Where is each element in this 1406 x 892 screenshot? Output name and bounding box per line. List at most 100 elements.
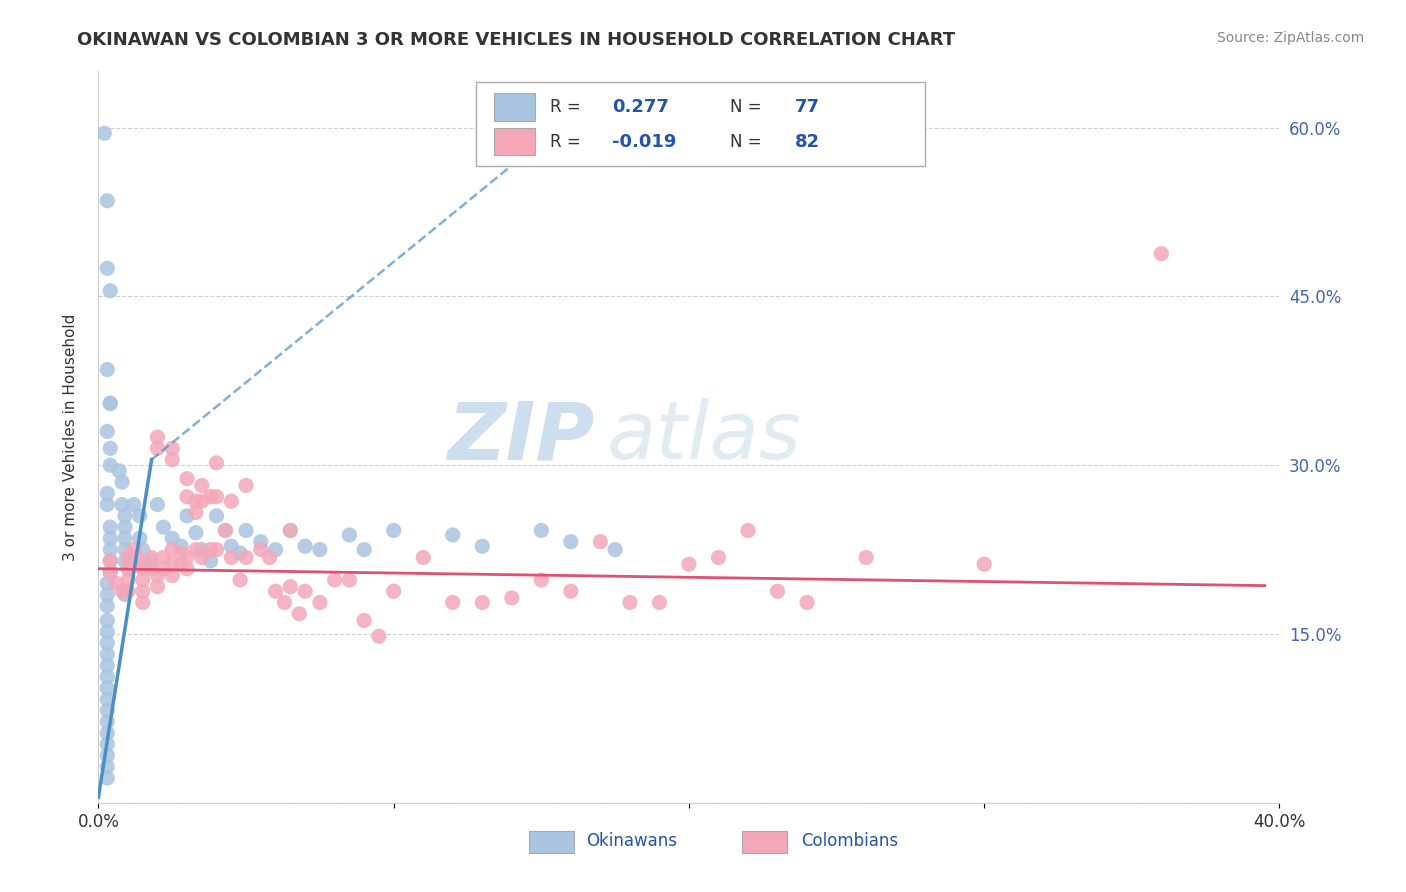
Point (280, 580, 302, 594)
Point (200, 554, 222, 568)
Point (96, 771, 118, 785)
Point (96, 588, 118, 602)
Point (176, 550, 198, 565)
Point (766, 584, 789, 599)
Point (353, 614, 375, 628)
Point (250, 542, 273, 557)
Point (146, 580, 169, 594)
Point (605, 542, 627, 557)
Point (339, 573, 361, 587)
Point (176, 472, 198, 486)
Point (162, 568, 183, 582)
Point (162, 542, 183, 557)
Text: -0.019: -0.019 (612, 133, 676, 151)
Bar (742, 830, 787, 853)
Point (323, 573, 346, 587)
Point (114, 542, 136, 557)
Text: Source: ZipAtlas.com: Source: ZipAtlas.com (1216, 31, 1364, 45)
Point (264, 542, 287, 557)
Point (111, 475, 134, 489)
Point (114, 520, 136, 534)
Point (132, 562, 155, 576)
Point (471, 595, 494, 609)
Point (96, 670, 118, 684)
Point (221, 539, 243, 553)
Point (96, 681, 118, 695)
Point (501, 591, 523, 605)
Point (96, 576, 118, 591)
Point (339, 528, 361, 542)
Point (132, 595, 155, 609)
Point (98, 396, 121, 410)
Point (96, 425, 118, 439)
Point (280, 524, 302, 538)
Point (184, 542, 207, 557)
Point (221, 550, 243, 565)
Point (184, 494, 207, 508)
Point (205, 456, 228, 470)
Point (382, 524, 405, 538)
Point (122, 542, 145, 557)
Text: atlas: atlas (606, 398, 801, 476)
Point (170, 546, 193, 560)
Point (117, 550, 139, 565)
Point (162, 442, 183, 456)
Point (162, 532, 183, 546)
Point (214, 524, 236, 538)
Point (294, 584, 316, 599)
Point (176, 562, 198, 576)
Point (170, 558, 193, 572)
Point (707, 550, 730, 565)
Point (152, 520, 174, 534)
Point (96, 362, 118, 376)
Point (353, 542, 375, 557)
Point (146, 430, 169, 444)
Point (96, 194, 118, 208)
Point (382, 584, 405, 599)
Point (589, 534, 612, 549)
Point (184, 525, 207, 540)
Point (309, 542, 332, 557)
Point (273, 595, 295, 609)
Point (96, 614, 118, 628)
Point (96, 748, 118, 763)
Text: R =: R = (550, 98, 581, 116)
Point (288, 607, 311, 621)
Point (619, 595, 641, 609)
Point (114, 508, 136, 523)
Point (162, 452, 183, 467)
Point (191, 494, 214, 508)
Point (471, 539, 494, 553)
Text: ZIP: ZIP (447, 398, 595, 476)
Point (132, 542, 155, 557)
Point (205, 542, 228, 557)
Point (98, 284, 121, 298)
Point (98, 442, 121, 456)
Point (441, 528, 464, 542)
Point (191, 550, 214, 565)
Text: 0.277: 0.277 (612, 98, 669, 116)
Point (96, 624, 118, 639)
Point (98, 565, 121, 579)
Point (229, 546, 252, 560)
Point (96, 647, 118, 661)
Point (176, 490, 198, 504)
Point (214, 524, 236, 538)
Point (96, 737, 118, 751)
Text: N =: N = (730, 98, 762, 116)
Point (111, 498, 134, 512)
Point (96, 692, 118, 706)
Text: OKINAWAN VS COLOMBIAN 3 OR MORE VEHICLES IN HOUSEHOLD CORRELATION CHART: OKINAWAN VS COLOMBIAN 3 OR MORE VEHICLES… (77, 31, 956, 49)
Text: 77: 77 (796, 98, 820, 116)
Point (98, 554, 121, 568)
Point (152, 550, 174, 565)
Point (117, 573, 139, 587)
Point (152, 562, 174, 576)
Point (114, 554, 136, 568)
Point (264, 584, 287, 599)
Point (132, 573, 155, 587)
Point (191, 478, 214, 492)
Point (96, 599, 118, 613)
Point (235, 524, 257, 538)
Point (1150, 246, 1173, 260)
